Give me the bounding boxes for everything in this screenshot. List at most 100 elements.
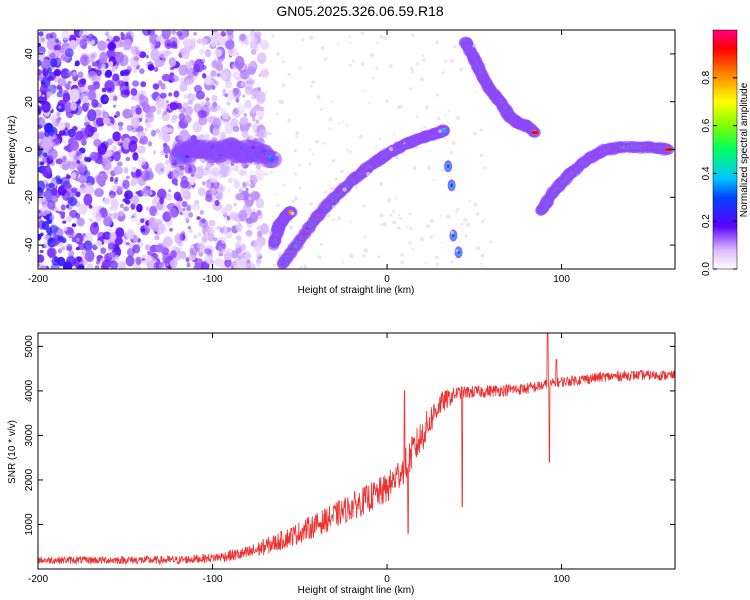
noise-speckle [135,168,143,177]
noise-speckle [209,104,219,113]
noise-dot [385,99,389,103]
noise-dot [267,230,273,236]
noise-speckle [107,41,117,51]
noise-speckle [130,177,138,186]
noise-speckle [235,235,242,241]
noise-speckle [168,57,177,67]
noise-speckle [109,260,119,269]
noise-speckle [89,151,99,161]
noise-dot [323,57,327,61]
noise-speckle [57,78,67,87]
noise-dot [476,82,478,85]
noise-dot [400,253,404,257]
noise-speckle [218,252,224,257]
noise-speckle [49,214,55,221]
noise-speckle [146,123,152,128]
noise-speckle [39,83,48,95]
noise-dot [299,265,303,268]
y-tick-label: 0 [24,146,35,152]
snr-ylabel: SNR (10 * v/v) [7,420,18,484]
noise-dot [475,91,478,94]
noise-speckle [260,223,270,235]
snr-panel: -200 -100 0 100 1000 2000 3000 4000 5000 Height … [7,332,676,596]
noise-speckle [211,166,221,177]
noise-dot [328,127,332,131]
noise-speckle [122,38,133,51]
y-tick-label: 1000 [24,513,35,536]
noise-speckle [164,165,171,174]
noise-speckle [226,170,231,176]
noise-speckle [144,244,151,251]
noise-speckle [170,169,180,179]
noise-speckle [255,168,265,181]
noise-speckle [140,218,145,224]
noise-speckle [109,122,113,127]
noise-speckle [176,102,182,110]
noise-dot [297,231,300,233]
noise-speckle [47,67,52,74]
trace-blob [531,130,539,135]
noise-dot [287,118,292,123]
noise-speckle [216,105,221,111]
noise-dot [362,204,366,208]
noise-speckle [38,107,42,115]
colorbar-ticks: 0.0 0.2 0.4 0.6 0.8 [701,70,737,276]
noise-speckle [205,231,209,236]
noise-speckle [124,81,129,87]
noise-speckle [195,90,205,100]
noise-dot [289,225,294,230]
noise-speckle [38,59,42,67]
noise-speckle [136,203,143,213]
noise-speckle [161,73,171,82]
noise-speckle [244,40,250,46]
noise-speckle [169,102,178,111]
noise-speckle [64,48,74,58]
noise-speckle [63,127,70,137]
noise-speckle [41,221,50,230]
noise-dot [323,141,326,145]
noise-dot [397,104,402,110]
noise-speckle [159,92,167,99]
noise-speckle [210,70,217,78]
noise-dot [329,186,334,191]
noise-dot [459,245,461,248]
noise-speckle [253,123,257,127]
noise-dot [483,218,485,221]
noise-speckle [216,190,224,201]
noise-speckle [235,193,245,201]
trace-main-descending-arc [276,124,451,269]
noise-dot [450,231,454,235]
noise-dot [282,183,286,187]
noise-dot [376,41,379,44]
noise-speckle [62,261,73,269]
noise-speckle [216,225,221,230]
noise-speckle [257,230,263,238]
noise-speckle [230,117,239,129]
trace-blob [446,164,450,169]
noise-dot [444,137,447,140]
trace-blob [450,183,453,188]
noise-dot [424,105,429,110]
noise-speckle [102,111,110,119]
noise-speckle [124,69,131,75]
noise-speckle [147,64,155,71]
noise-speckle [181,231,186,236]
noise-dot [252,75,255,77]
noise-speckle [257,52,267,64]
noise-dot [256,226,260,230]
noise-speckle [69,209,78,219]
noise-dot [383,36,388,41]
spectrogram-ticks: -200 -100 0 100 40 20 0 -20 -40 [24,30,675,285]
noise-speckle [222,88,226,93]
noise-speckle [61,30,71,41]
noise-speckle [38,31,44,37]
noise-dot [455,210,458,214]
noise-speckle [192,252,197,256]
noise-dot [436,93,440,97]
noise-dot [275,112,279,116]
noise-speckle [76,160,81,164]
noise-speckle [161,125,169,136]
noise-dot [251,161,255,165]
noise-speckle [155,162,166,176]
noise-speckle [135,191,139,195]
